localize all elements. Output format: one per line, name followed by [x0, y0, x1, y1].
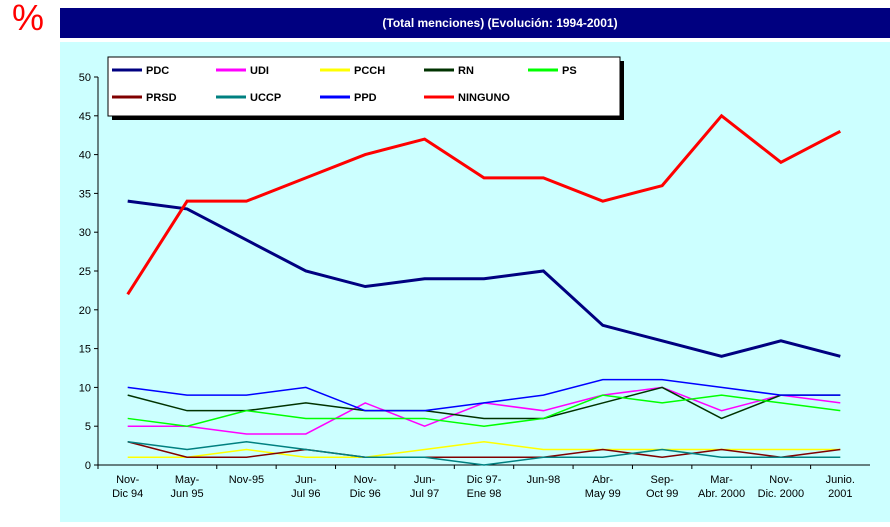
series-line	[127, 394, 841, 427]
legend-label: PDC	[146, 65, 169, 77]
series-line	[127, 378, 841, 412]
x-tick-label: Jun-98	[527, 474, 561, 486]
legend	[107, 56, 621, 117]
x-tick-label: Dic 97-Ene 98	[467, 474, 502, 500]
x-tick-label: Junio. 2001	[826, 474, 855, 500]
legend-label: PS	[562, 65, 577, 77]
x-tick-label: Nov-Dic 96	[350, 474, 381, 500]
header-bar	[60, 8, 890, 38]
legend-label: PCCH	[354, 65, 385, 77]
y-tick-label: 15	[79, 344, 91, 356]
legend-label: PPD	[354, 92, 377, 104]
symbol: %	[12, 0, 44, 38]
legend-label: UDI	[250, 65, 269, 77]
legend-label: RN	[458, 65, 474, 77]
series-line	[127, 199, 841, 358]
y-tick-label: 30	[79, 227, 91, 239]
x-tick-label: Abr-May 99	[585, 474, 621, 500]
y-tick-label: 0	[85, 460, 91, 472]
x-tick-label: Nov-Dic. 2000	[758, 474, 804, 500]
series-line	[126, 113, 842, 296]
y-tick-label: 5	[85, 421, 91, 433]
y-tick-label: 10	[79, 382, 91, 394]
chart-background	[60, 42, 890, 522]
y-tick-label: 25	[79, 266, 91, 278]
series-line	[127, 440, 841, 458]
y-tick-label: 20	[79, 305, 91, 317]
x-tick-label: Nov-95	[229, 474, 264, 486]
x-tick-label: Mar-Abr. 2000	[698, 474, 745, 500]
x-tick-label: Sep-Oct 99	[646, 474, 678, 500]
y-tick-label: 35	[79, 188, 91, 200]
series-line	[127, 440, 841, 466]
x-tick-label: Jun-Jul 97	[410, 474, 439, 500]
y-tick-label: 50	[79, 72, 91, 84]
y-tick-label: 45	[79, 111, 91, 123]
legend-label: NINGUNO	[458, 92, 510, 104]
chart-title: (Total menciones) (Evolución: 1994-2001)	[382, 16, 617, 30]
x-tick-label: May-Jun 95	[171, 474, 204, 500]
legend-label: PRSD	[146, 92, 177, 104]
x-tick-label: Jun-Jul 96	[291, 474, 320, 500]
legend-label: UCCP	[250, 92, 281, 104]
y-tick-label: 40	[79, 150, 91, 162]
x-tick-label: Nov-Dic 94	[112, 474, 143, 500]
